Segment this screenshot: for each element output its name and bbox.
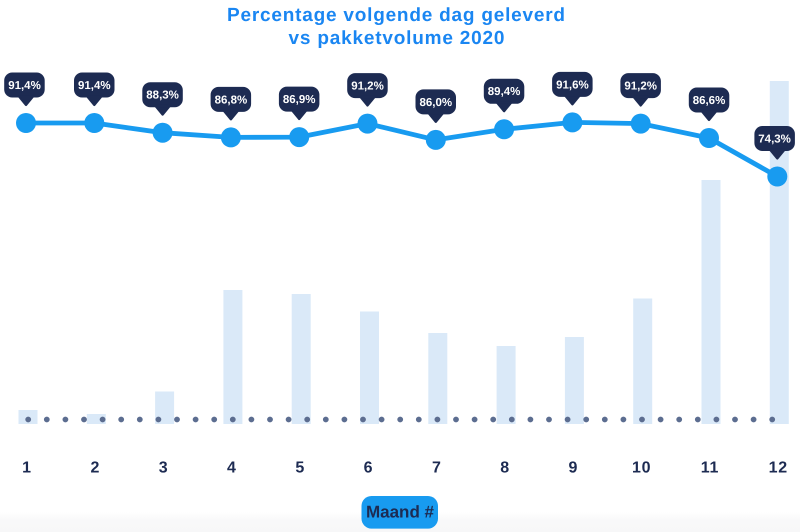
svg-text:86,6%: 86,6%	[693, 95, 726, 107]
svg-text:91,2%: 91,2%	[624, 81, 657, 93]
svg-text:8: 8	[500, 460, 510, 477]
svg-text:3: 3	[159, 460, 169, 477]
svg-text:91,4%: 91,4%	[8, 80, 41, 92]
svg-text:91,4%: 91,4%	[78, 80, 111, 92]
svg-text:86,8%: 86,8%	[215, 94, 248, 106]
svg-text:2: 2	[90, 460, 100, 477]
svg-text:9: 9	[569, 460, 579, 477]
svg-text:Percentage volgende dag geleve: Percentage volgende dag geleverd	[227, 5, 565, 26]
svg-text:86,0%: 86,0%	[419, 97, 452, 109]
svg-text:4: 4	[227, 460, 237, 477]
svg-text:91,6%: 91,6%	[556, 79, 589, 91]
svg-text:1: 1	[22, 460, 32, 477]
svg-text:Maand #: Maand #	[366, 503, 435, 522]
svg-text:74,3%: 74,3%	[758, 133, 791, 145]
svg-text:7: 7	[432, 460, 442, 477]
svg-text:91,2%: 91,2%	[351, 81, 384, 93]
svg-text:6: 6	[364, 460, 374, 477]
svg-text:12: 12	[769, 460, 788, 477]
svg-text:10: 10	[632, 460, 651, 477]
svg-text:vs pakketvolume 2020: vs pakketvolume 2020	[289, 28, 505, 49]
svg-text:89,4%: 89,4%	[488, 86, 521, 98]
svg-text:86,9%: 86,9%	[283, 94, 316, 106]
svg-text:11: 11	[701, 460, 720, 477]
svg-text:88,3%: 88,3%	[146, 90, 179, 102]
svg-text:5: 5	[295, 460, 305, 477]
